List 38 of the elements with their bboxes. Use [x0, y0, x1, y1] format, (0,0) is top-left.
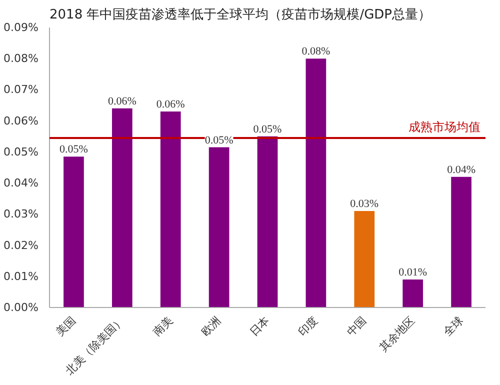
ref-line-label: 成熟市场均值 [408, 120, 481, 134]
data-label: 0.08% [302, 46, 330, 58]
chart-title: 2018 年中国疫苗渗透率低于全球平均（疫苗市场规模/GDP总量） [50, 6, 432, 22]
bar [451, 176, 472, 308]
y-tick-label: 0.03% [4, 208, 39, 221]
y-tick-label: 0.08% [4, 52, 39, 66]
data-label: 0.05% [60, 144, 88, 156]
x-tick-label: 全球 [441, 314, 466, 339]
bar [306, 58, 326, 308]
x-tick-label: 美国 [54, 314, 78, 339]
x-tick-label: 日本 [247, 314, 272, 339]
data-label: 0.05% [204, 134, 234, 146]
data-label: 0.06% [156, 98, 185, 110]
x-tick-label: 南美 [150, 314, 176, 339]
x-tick-label: 中国 [344, 314, 369, 339]
x-tick-label: 其余地区 [377, 314, 418, 354]
bar [160, 112, 181, 308]
data-label: 0.03% [350, 198, 379, 210]
y-tick-label: 0.04% [4, 176, 39, 190]
bar [354, 211, 375, 308]
y-tick-label: 0.02% [4, 238, 39, 252]
bar [112, 108, 132, 308]
bar [208, 147, 230, 308]
y-tick-label: 0.09% [4, 21, 39, 34]
y-tick-label: 0.05% [4, 145, 39, 158]
data-label: 0.04% [447, 164, 476, 176]
y-tick-label: 0.06% [4, 114, 39, 128]
y-tick-label: 0.00% [4, 301, 39, 314]
y-tick-label: 0.01% [4, 270, 39, 283]
y-tick-label: 0.07% [4, 83, 39, 96]
data-label: 0.05% [253, 123, 282, 136]
bar [257, 136, 278, 308]
x-tick-label: 印度 [296, 314, 321, 339]
data-label: 0.01% [398, 266, 428, 278]
x-tick-label: 欧洲 [198, 314, 224, 339]
bar [64, 156, 84, 308]
data-label: 0.06% [108, 95, 136, 108]
bar [402, 280, 424, 308]
